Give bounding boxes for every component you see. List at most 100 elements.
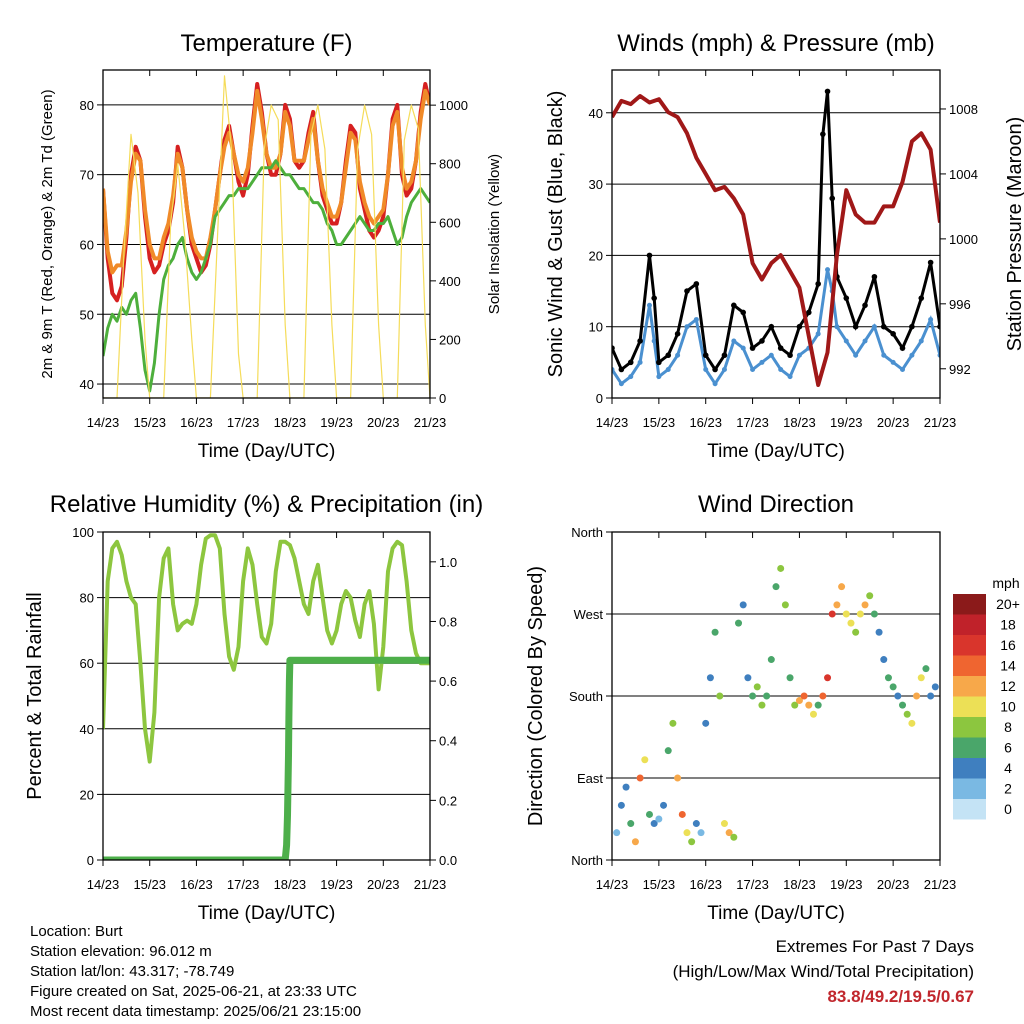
direction-point xyxy=(772,583,780,591)
y-axis-label: Sonic Wind & Gust (Blue, Black) xyxy=(545,91,567,378)
x-tick-label: 14/23 xyxy=(596,877,629,892)
plot-frame xyxy=(102,69,431,399)
y-tick-label-right: 1000 xyxy=(949,232,978,247)
x-tick-label: 21/23 xyxy=(414,877,447,892)
x-tick-label: 16/23 xyxy=(689,877,722,892)
x-tick-label: 16/23 xyxy=(689,415,722,430)
direction-point xyxy=(641,756,649,764)
y-tick-label-right: 1004 xyxy=(949,167,978,182)
station-info: Location: Burt Station elevation: 96.012… xyxy=(30,922,361,1022)
y-tick-label: 40 xyxy=(589,106,603,121)
y-tick-label-right: 400 xyxy=(439,274,461,289)
panel-title: Temperature (F) xyxy=(180,30,352,57)
elevation-text: Station elevation: 96.012 m xyxy=(30,943,212,960)
x-tick-label: 15/23 xyxy=(643,415,676,430)
y-tick-label: 20 xyxy=(80,787,94,802)
y-tick-label: 100 xyxy=(72,525,94,540)
y-tick-label: 30 xyxy=(589,177,603,192)
y-tick-label-right: 0.4 xyxy=(439,734,457,749)
x-axis-label: Time (Day/UTC) xyxy=(198,441,336,462)
plot-frame xyxy=(611,531,941,861)
direction-point xyxy=(706,674,714,682)
direction-point xyxy=(744,674,752,682)
x-tick-label: 20/23 xyxy=(367,877,400,892)
direction-point xyxy=(716,692,724,700)
x-tick-label: 20/23 xyxy=(877,415,910,430)
colorbar-swatch xyxy=(953,635,986,656)
direction-point xyxy=(786,674,794,682)
direction-point xyxy=(758,701,766,709)
direction-point xyxy=(711,628,719,636)
direction-point xyxy=(678,810,686,818)
y-axis-label: 2m & 9m T (Red, Orange) & 2m Td (Green) xyxy=(39,89,56,378)
x-tick-label: 15/23 xyxy=(133,877,166,892)
direction-point xyxy=(791,701,799,709)
x-tick-label: 20/23 xyxy=(877,877,910,892)
colorbar-tick-label: 12 xyxy=(1000,678,1016,694)
direction-point xyxy=(777,564,785,572)
y-tick-label: 40 xyxy=(80,722,94,737)
y-tick-label: 40 xyxy=(80,377,94,392)
colorbar-tick-label: 20+ xyxy=(996,596,1020,612)
colorbar-label: mph xyxy=(992,575,1019,591)
series-line-relative-humidity xyxy=(103,533,430,764)
plot-frame xyxy=(102,531,431,861)
colorbar-swatch xyxy=(953,758,986,779)
direction-point xyxy=(739,601,747,609)
direction-point xyxy=(735,619,743,627)
direction-point xyxy=(866,592,874,600)
direction-point xyxy=(824,674,832,682)
direction-point xyxy=(917,674,925,682)
x-tick-label: 14/23 xyxy=(596,415,629,430)
direction-point xyxy=(627,820,635,828)
direction-point xyxy=(899,701,907,709)
panel-title: Wind Direction xyxy=(698,491,854,518)
direction-point xyxy=(800,692,808,700)
y-tick-label: 80 xyxy=(80,591,94,606)
x-tick-label: 14/23 xyxy=(87,415,120,430)
x-tick-label: 21/23 xyxy=(924,415,957,430)
direction-point xyxy=(880,656,888,664)
colorbar-tick-label: 6 xyxy=(1004,740,1012,756)
colorbar-tick-label: 0 xyxy=(1004,801,1012,817)
direction-point xyxy=(631,838,639,846)
direction-point xyxy=(683,829,691,837)
x-tick-label: 15/23 xyxy=(133,415,166,430)
colorbar-tick-label: 8 xyxy=(1004,719,1012,735)
y-tick-label-right: 0 xyxy=(439,391,446,406)
direction-point xyxy=(613,829,621,837)
colorbar-tick-label: 10 xyxy=(1000,699,1016,715)
direction-point xyxy=(852,628,860,636)
series-trace-sonic-wind xyxy=(612,269,940,387)
y-tick-label-right: 600 xyxy=(439,215,461,230)
y-tick-label-right: 0.6 xyxy=(439,674,457,689)
direction-point xyxy=(645,810,653,818)
y-axis-label: Direction (Colored By Speed) xyxy=(525,566,547,826)
direction-point xyxy=(931,683,939,691)
x-tick-label: 18/23 xyxy=(274,877,307,892)
x-tick-label: 18/23 xyxy=(274,415,307,430)
plot-area xyxy=(103,75,430,398)
direction-point xyxy=(913,692,921,700)
plot-area xyxy=(103,533,430,860)
y-tick-label-right: 1000 xyxy=(439,98,468,113)
colorbar-swatch xyxy=(953,594,986,615)
series-line-total-precipitation xyxy=(103,656,430,860)
direction-point xyxy=(650,820,658,828)
y-tick-label-right: 0.0 xyxy=(439,853,457,868)
y-tick-label-right: 1008 xyxy=(949,102,978,117)
direction-point xyxy=(688,838,696,846)
direction-point xyxy=(730,833,738,841)
direction-point xyxy=(814,701,822,709)
x-tick-label: 21/23 xyxy=(414,415,447,430)
colorbar-tick-label: 18 xyxy=(1000,617,1016,633)
panel-title: Relative Humidity (%) & Precipitation (i… xyxy=(50,491,483,518)
y-tick-label: North xyxy=(571,853,603,868)
direction-point xyxy=(889,683,897,691)
y-tick-label: 70 xyxy=(80,168,94,183)
y-tick-label-right: 0.8 xyxy=(439,614,457,629)
direction-point xyxy=(669,719,677,727)
y-tick-label: North xyxy=(571,525,603,540)
direction-point xyxy=(927,692,935,700)
y-tick-label: 60 xyxy=(80,656,94,671)
